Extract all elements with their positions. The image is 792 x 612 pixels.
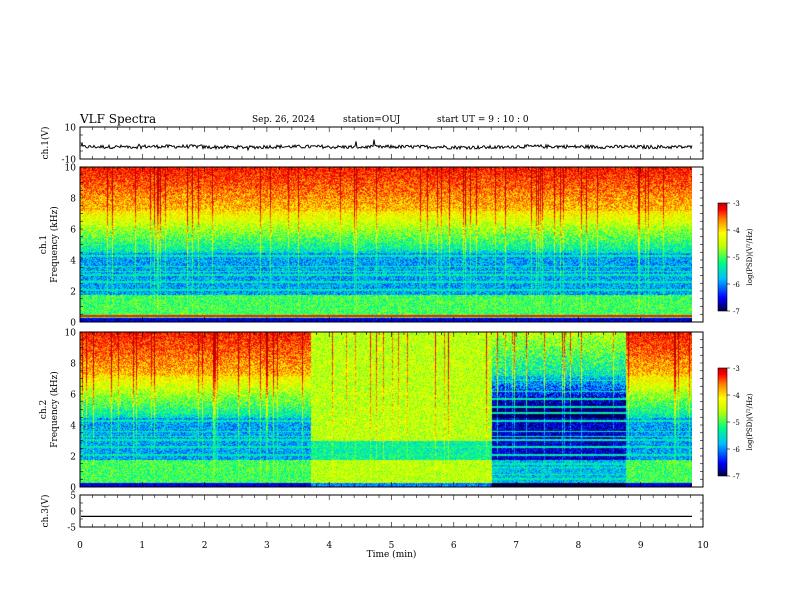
ch1-y-tick-label: 8	[70, 195, 76, 205]
colorbar-tick-label: -6	[733, 281, 740, 289]
panels-layer	[80, 139, 693, 517]
start-time-label: start UT = 9 : 10 : 0	[437, 115, 529, 125]
x-tick-label: 7	[513, 541, 519, 551]
ch1-y-tick-label: 0	[70, 319, 76, 329]
spectrogram-image	[80, 167, 692, 322]
ch2-y-tick-label: 6	[70, 391, 76, 401]
x-tick-label: 6	[451, 541, 457, 551]
ch3-ylabel: ch.3(V)	[40, 495, 51, 528]
ch2-y-tick-label: 4	[70, 422, 76, 432]
ch1-y-tick-label: 2	[70, 288, 76, 298]
x-tick-label: 5	[389, 541, 395, 551]
x-tick-label: 10	[697, 541, 709, 551]
ch1-colorbar-label: log(PSD)(V²/Hz)	[746, 228, 754, 285]
axes-layer	[79, 126, 730, 528]
colorbar-tick-label: -7	[733, 308, 740, 316]
ch1-waveform-line	[80, 139, 693, 152]
ch2-y-tick-label: 10	[65, 329, 77, 339]
ch2-freq-label: Frequency (kHz)	[49, 371, 60, 448]
x-tick-label: 9	[638, 541, 644, 551]
ch2-colorbar-label: log(PSD)(V²/Hz)	[746, 393, 754, 450]
colorbar-tick-label: -3	[733, 365, 740, 373]
ch1-y-tick-label: -10	[62, 156, 77, 166]
ch1-y-tick-label: 4	[70, 257, 76, 267]
ch3-y-tick-label: -5	[67, 524, 76, 534]
ch1-colorbar	[717, 202, 728, 312]
x-tick-label: 8	[576, 541, 582, 551]
ch1-channel-label: ch.1	[39, 235, 49, 254]
station-label: station=OUJ	[343, 115, 401, 125]
colorbar-tick-label: -3	[733, 200, 740, 208]
ch1-ylabel: ch.1(V)	[40, 127, 51, 160]
ch2-colorbar	[717, 367, 728, 477]
x-axis-label: Time (min)	[367, 549, 417, 560]
ch2-channel-label: ch.2	[39, 400, 49, 419]
ch3-y-tick-label: 0	[70, 508, 76, 518]
ch1-y-tick-label: 10	[65, 124, 77, 134]
colorbar-tick-label: -4	[733, 392, 740, 400]
colorbar-tick-label: -7	[733, 473, 740, 481]
ch1-y-tick-label: 10	[65, 164, 77, 174]
ch3-y-tick-label: 5	[70, 492, 76, 502]
x-tick-label: 3	[264, 541, 270, 551]
ch2-y-tick-label: 2	[70, 453, 76, 463]
ch2-y-tick-label: 0	[70, 484, 76, 494]
x-tick-label: 2	[202, 541, 208, 551]
colorbar-tick-label: -4	[733, 227, 740, 235]
x-tick-label: 1	[139, 541, 145, 551]
colorbar-tick-label: -5	[733, 254, 740, 262]
colorbar-tick-label: -6	[733, 446, 740, 454]
ch1-freq-label: Frequency (kHz)	[49, 206, 60, 283]
x-tick-label: 4	[326, 541, 332, 551]
chart-title: VLF Spectra	[80, 112, 157, 126]
date-label: Sep. 26, 2024	[252, 115, 316, 125]
colorbar-tick-label: -5	[733, 419, 740, 427]
ch2-y-tick-label: 8	[70, 360, 76, 370]
x-tick-label: 0	[77, 541, 83, 551]
spectrogram-image	[80, 332, 692, 487]
ch1-y-tick-label: 6	[70, 226, 76, 236]
